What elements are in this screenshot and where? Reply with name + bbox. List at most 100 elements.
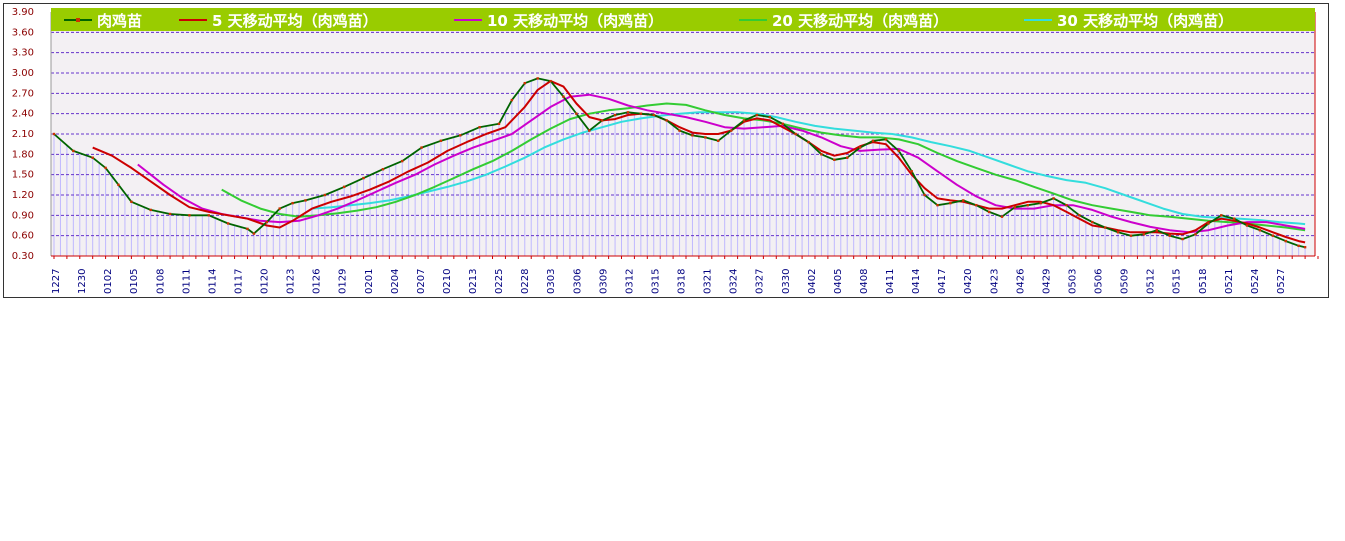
series-point xyxy=(768,115,772,119)
y-tick-label: 2.10 xyxy=(12,129,34,140)
series-point xyxy=(936,203,939,207)
series-point xyxy=(117,183,120,187)
y-tick-label: 2.70 xyxy=(12,88,34,99)
x-tick-label: 0330 xyxy=(781,269,792,294)
series-point xyxy=(1103,226,1107,229)
series-point xyxy=(1245,224,1249,227)
series-line xyxy=(137,93,1306,234)
x-tick-label: 0108 xyxy=(155,269,166,294)
x-tick-label: 1230 xyxy=(77,269,88,294)
y-tick-labels: 3.90 3.60 3.30 3.00 2.70 2.40 2.10 1.80 1.50 1.20… xyxy=(12,7,34,262)
x-tick-labels: 1227 1230 0102 0105 0108 0111 0114 0117 0120 0123… xyxy=(51,269,1287,294)
x-tick-label: 0417 xyxy=(937,269,948,294)
series-point xyxy=(949,201,952,205)
series-point xyxy=(188,214,191,217)
series-point xyxy=(884,138,888,141)
series-point xyxy=(536,77,539,80)
x-tick-label: 0321 xyxy=(703,269,714,294)
x-tick-label: 0512 xyxy=(1146,269,1157,294)
x-tick-label: 0426 xyxy=(1015,269,1026,294)
y-tick-label: 1.20 xyxy=(12,190,34,201)
series-point xyxy=(588,129,591,132)
series-point xyxy=(639,112,643,115)
series-point xyxy=(1065,203,1068,207)
series-point xyxy=(833,158,836,161)
y-tick-label: 0.60 xyxy=(12,231,34,242)
series-point xyxy=(323,193,327,197)
series-point xyxy=(439,139,443,142)
x-tick-label: 0228 xyxy=(520,269,531,294)
series-point xyxy=(91,156,94,159)
series-point xyxy=(807,140,810,144)
series-line xyxy=(92,80,1306,244)
x-tick-label: 0318 xyxy=(677,269,688,294)
series-point xyxy=(626,111,630,114)
chart-frame: 3.90 3.60 3.30 3.00 2.70 2.40 2.10 1.80 1.50 1.20… xyxy=(3,3,1329,298)
series-point xyxy=(1303,245,1307,249)
series-point xyxy=(729,129,733,132)
series-point xyxy=(478,126,481,129)
series-line xyxy=(311,111,1306,226)
series-point xyxy=(1155,229,1158,232)
x-tick-label: 0402 xyxy=(807,269,818,294)
x-tick-label: 0213 xyxy=(468,269,479,294)
x-tick-label: 0524 xyxy=(1250,269,1261,294)
series-point xyxy=(130,200,133,203)
y-tick-label: 0.30 xyxy=(12,251,34,262)
series-point xyxy=(168,212,172,216)
series-layer xyxy=(52,77,1307,249)
y-tick-label: 3.90 xyxy=(12,7,34,18)
x-tick-label: 0105 xyxy=(129,269,140,294)
series-point xyxy=(1258,229,1262,232)
legend: 肉鸡苗 5 天移动平均（肉鸡苗） 10 天移动平均（肉鸡苗） 20 天移动平均（肉鸡苗… xyxy=(51,8,1315,31)
x-tick-label: 0324 xyxy=(729,269,740,294)
series-point xyxy=(401,159,404,163)
legend-label: 20 天移动平均（肉鸡苗） xyxy=(772,12,948,30)
series-point xyxy=(704,136,707,139)
x-tick-label: 0309 xyxy=(598,269,609,294)
series-point xyxy=(459,134,462,137)
x-tick-label: 0303 xyxy=(546,269,557,294)
legend-background xyxy=(51,8,1315,31)
y-tick-label: 3.00 xyxy=(12,68,34,79)
series-point xyxy=(343,185,346,189)
series-point xyxy=(278,207,281,210)
series-point xyxy=(923,193,926,197)
series-point xyxy=(420,146,423,149)
series-point xyxy=(381,168,385,171)
y-tick-label: 1.50 xyxy=(12,170,34,181)
x-tick-label: 0405 xyxy=(833,269,844,294)
series-point xyxy=(871,139,875,142)
legend-label: 肉鸡苗 xyxy=(97,12,142,30)
series-point xyxy=(717,139,720,142)
x-tick-label: 0312 xyxy=(624,269,635,294)
series-point xyxy=(1194,233,1197,236)
series-point xyxy=(820,153,823,156)
series-point xyxy=(975,203,978,207)
x-tick-label: 0306 xyxy=(572,269,583,294)
x-tick-label: 0114 xyxy=(207,269,218,294)
series-point xyxy=(613,113,617,117)
series-point xyxy=(652,113,655,117)
series-point xyxy=(207,214,210,217)
series-point xyxy=(781,122,784,126)
series-point xyxy=(246,227,249,231)
x-tick-label: 0126 xyxy=(312,269,323,294)
y-tick-label: 3.60 xyxy=(12,27,34,38)
line-chart: 3.90 3.60 3.30 3.00 2.70 2.40 2.10 1.80 1.50 1.20… xyxy=(12,7,1319,294)
x-tick-label: 0521 xyxy=(1224,269,1235,294)
x-tick-label: 0225 xyxy=(494,269,505,294)
series-point xyxy=(1013,206,1017,209)
series-point xyxy=(304,199,307,202)
series-point xyxy=(600,119,604,122)
y-tick-label: 2.40 xyxy=(12,109,34,120)
y-tick-label: 0.90 xyxy=(12,210,34,221)
x-tick-label: 0117 xyxy=(233,269,244,294)
x-tick-label: 0408 xyxy=(859,269,870,294)
x-tick-label: 0123 xyxy=(286,269,297,294)
x-tick-label: 0423 xyxy=(989,269,1000,294)
x-tick-label: 0327 xyxy=(755,269,766,294)
series-point xyxy=(858,146,862,149)
series-point xyxy=(1052,197,1055,200)
series-point xyxy=(252,232,256,235)
